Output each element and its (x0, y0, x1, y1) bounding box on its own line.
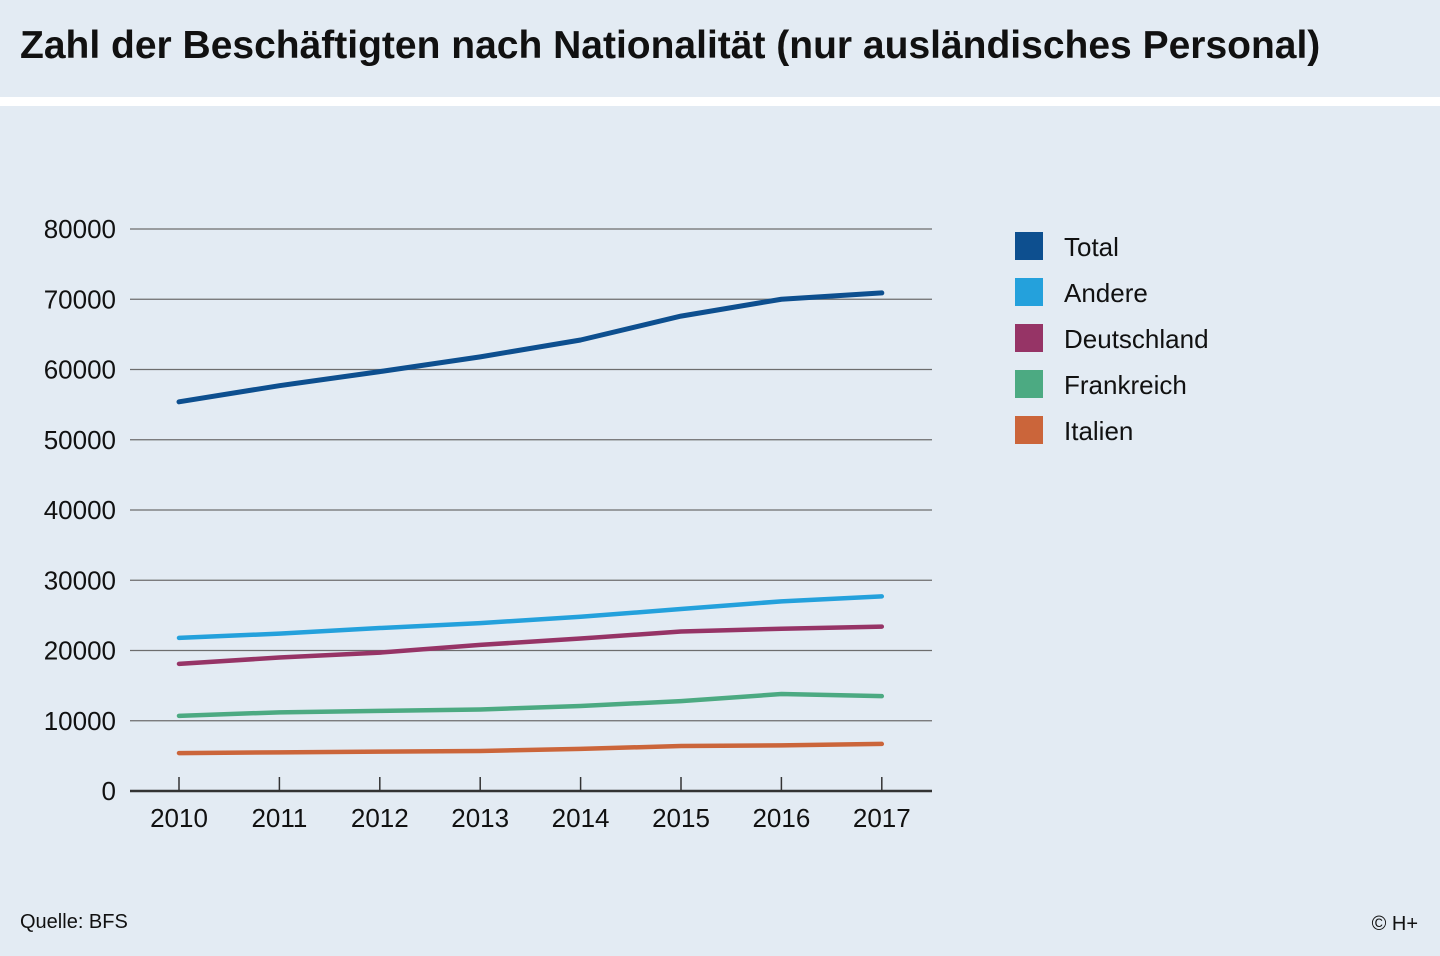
legend-swatch (1015, 370, 1043, 398)
series-line-total (176, 290, 885, 405)
x-tick-label: 2013 (451, 803, 509, 833)
series-line-italien (176, 741, 885, 756)
series-line-deutschland (176, 624, 885, 667)
x-tick-label: 2016 (752, 803, 810, 833)
legend-swatch (1015, 278, 1043, 306)
copyright-note: © H+ (1371, 913, 1418, 935)
x-tick-label: 2011 (251, 803, 307, 833)
legend-label: Total (1064, 232, 1119, 262)
y-tick-label: 60000 (44, 355, 116, 385)
legend-label: Andere (1064, 278, 1148, 308)
x-tick-label: 2015 (652, 803, 710, 833)
y-tick-label: 40000 (44, 495, 116, 525)
y-tick-label: 20000 (44, 636, 116, 666)
y-tick-label: 30000 (44, 565, 116, 595)
legend-label: Deutschland (1064, 324, 1209, 354)
legend-swatch (1015, 232, 1043, 260)
legend-swatch (1015, 324, 1043, 352)
legend-swatch (1015, 416, 1043, 444)
x-tick-label: 2012 (351, 803, 409, 833)
y-tick-label: 70000 (44, 284, 116, 314)
y-tick-label: 0 (102, 776, 116, 806)
series-line-frankreich (176, 691, 885, 719)
line-chart: 0 10000 20000 30000 40000 50000 60000 70000 8000… (44, 214, 932, 833)
source-note: Quelle: BFS (20, 911, 128, 933)
y-tick-label: 10000 (44, 706, 116, 736)
y-tick-label: 50000 (44, 425, 116, 455)
legend-label: Italien (1064, 416, 1134, 446)
header: Zahl der Beschäftigten nach Nationalität… (0, 0, 1440, 97)
chart-title: Zahl der Beschäftigten nach Nationalität… (20, 24, 1321, 67)
series-line-andere (176, 594, 885, 641)
x-tick-label: 2014 (552, 803, 610, 833)
x-tick-label: 2017 (853, 803, 911, 833)
legend-label: Frankreich (1064, 370, 1187, 400)
header-divider (0, 97, 1440, 106)
y-tick-label: 80000 (44, 214, 116, 244)
x-tick-label: 2010 (150, 803, 208, 833)
